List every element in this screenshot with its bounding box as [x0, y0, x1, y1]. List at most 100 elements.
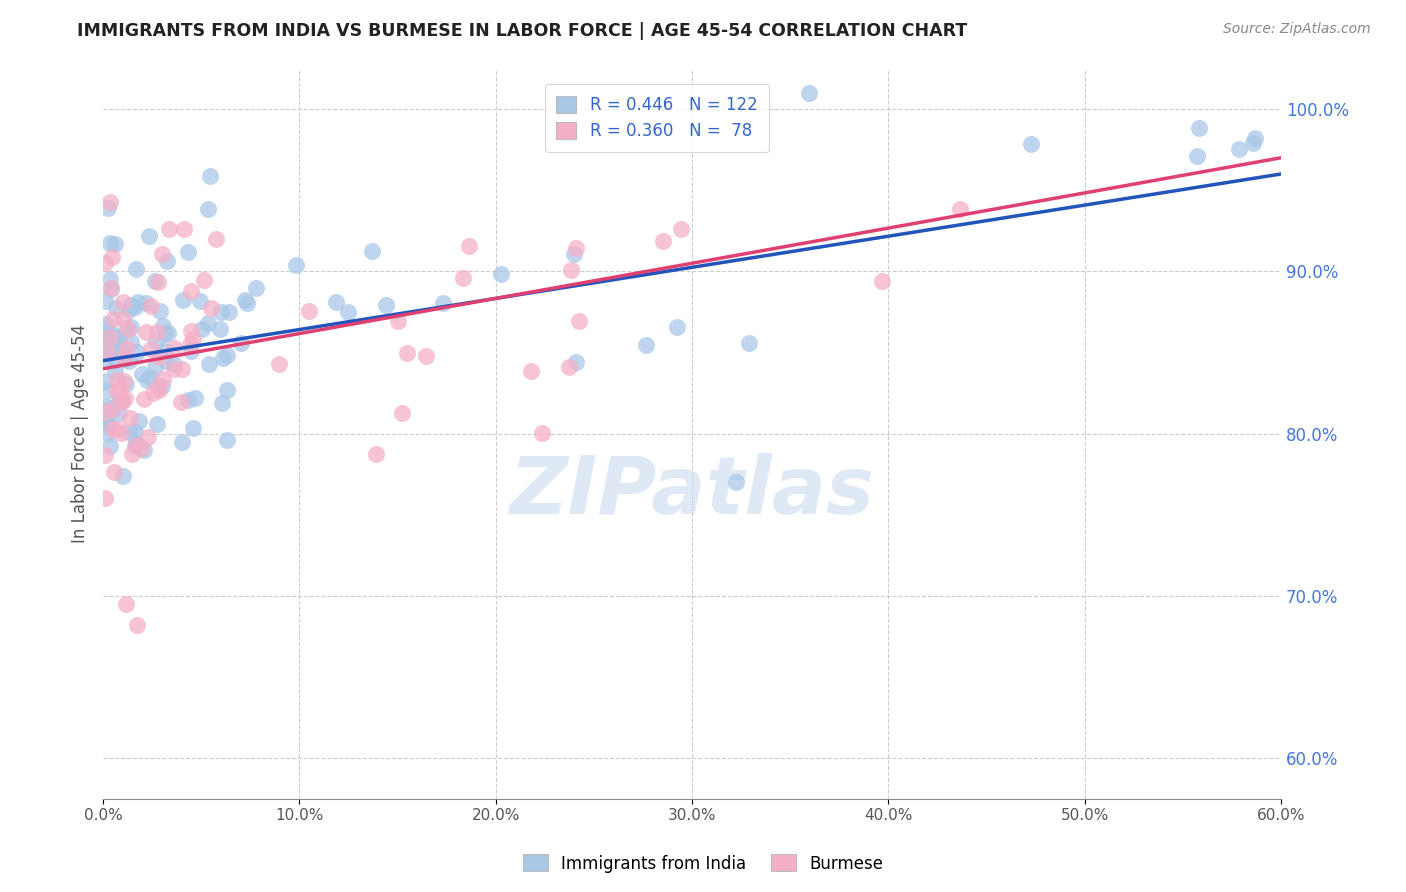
Point [138, 370, 160, 384]
Point [112, 350, 135, 364]
Point [105, 384, 128, 399]
Point [181, 421, 204, 435]
Point [198, 357, 221, 371]
Point [94, 293, 117, 308]
Point [558, 360, 581, 375]
Point [139, 342, 162, 356]
Point [155, 353, 177, 368]
Point [152, 318, 174, 333]
Point [111, 311, 134, 326]
Point [170, 434, 193, 449]
Point [1244, 131, 1267, 145]
Point [180, 324, 202, 338]
Point [114, 391, 136, 405]
Point [150, 247, 173, 261]
Point [104, 345, 127, 359]
Point [98, 272, 121, 286]
Point [179, 336, 201, 351]
Point [1241, 136, 1264, 151]
Point [163, 357, 186, 371]
Point [128, 414, 150, 428]
Text: IMMIGRANTS FROM INDIA VS BURMESE IN LABOR FORCE | AGE 45-54 CORRELATION CHART: IMMIGRANTS FROM INDIA VS BURMESE IN LABO… [77, 22, 967, 40]
Legend: R = 0.446   N = 122, R = 0.360   N =  78: R = 0.446 N = 122, R = 0.360 N = 78 [544, 84, 769, 153]
Point [115, 377, 138, 392]
Point [200, 301, 222, 315]
Point [94, 449, 117, 463]
Point [145, 325, 167, 339]
Point [100, 334, 122, 348]
Point [233, 293, 256, 307]
Point [117, 303, 139, 318]
Point [568, 314, 591, 328]
Point [489, 267, 512, 281]
Point [132, 442, 155, 457]
Point [146, 380, 169, 394]
Point [212, 351, 235, 365]
Point [94, 409, 117, 424]
Point [652, 234, 675, 248]
Point [1229, 142, 1251, 156]
Point [136, 430, 159, 444]
Point [163, 361, 186, 376]
Point [799, 86, 821, 100]
Point [375, 298, 398, 312]
Point [163, 342, 186, 356]
Point [949, 202, 972, 216]
Point [142, 386, 165, 401]
Point [395, 346, 418, 360]
Point [100, 327, 122, 342]
Point [100, 282, 122, 296]
Point [520, 364, 543, 378]
Text: Source: ZipAtlas.com: Source: ZipAtlas.com [1223, 22, 1371, 37]
Point [127, 295, 149, 310]
Point [135, 326, 157, 340]
Point [112, 468, 135, 483]
Point [215, 433, 238, 447]
Point [108, 381, 131, 395]
Point [146, 417, 169, 431]
Point [112, 374, 135, 388]
Point [387, 314, 409, 328]
Point [155, 343, 177, 357]
Point [125, 344, 148, 359]
Point [135, 296, 157, 310]
Point [105, 301, 128, 316]
Point [176, 393, 198, 408]
Point [104, 363, 127, 377]
Point [211, 396, 233, 410]
Point [218, 304, 240, 318]
Point [132, 392, 155, 407]
Point [191, 322, 214, 336]
Point [96, 321, 118, 335]
Point [177, 244, 200, 259]
Point [193, 273, 215, 287]
Point [145, 334, 167, 348]
Point [104, 236, 127, 251]
Point [298, 304, 321, 318]
Point [111, 294, 134, 309]
Point [98, 334, 121, 349]
Point [738, 336, 761, 351]
Point [107, 395, 129, 409]
Point [124, 425, 146, 439]
Point [97, 418, 120, 433]
Point [562, 247, 585, 261]
Point [170, 395, 193, 409]
Point [138, 229, 160, 244]
Point [180, 344, 202, 359]
Point [415, 349, 437, 363]
Point [94, 256, 117, 270]
Point [870, 274, 893, 288]
Point [564, 242, 586, 256]
Point [366, 447, 388, 461]
Point [94, 375, 117, 389]
Point [457, 239, 479, 253]
Point [146, 275, 169, 289]
Point [152, 372, 174, 386]
Point [560, 262, 582, 277]
Point [666, 320, 689, 334]
Point [451, 270, 474, 285]
Point [96, 384, 118, 398]
Point [104, 335, 127, 350]
Point [145, 274, 167, 288]
